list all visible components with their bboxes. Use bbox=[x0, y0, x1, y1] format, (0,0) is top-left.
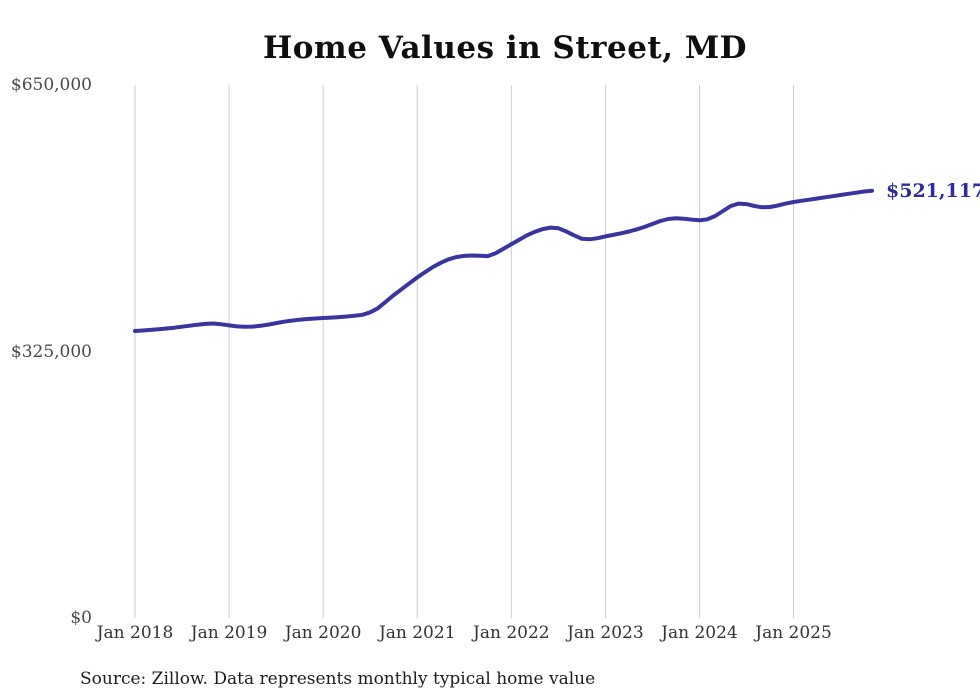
y-axis-tick-650000: $650,000 bbox=[10, 75, 92, 95]
chart-title: Home Values in Street, MD bbox=[262, 30, 748, 66]
source-attribution: Source: Zillow. Data represents monthly … bbox=[80, 669, 596, 689]
x-axis-tick-jan-2020: Jan 2020 bbox=[284, 623, 362, 643]
x-axis-tick-jan-2023: Jan 2023 bbox=[567, 623, 644, 643]
x-axis-tick-jan-2022: Jan 2022 bbox=[473, 623, 550, 643]
vertical-gridlines bbox=[134, 85, 795, 618]
x-axis-tick-jan-2018: Jan 2018 bbox=[96, 623, 174, 643]
latest-value-label: $521,117 bbox=[886, 179, 980, 202]
y-axis-tick-325000: $325,000 bbox=[10, 341, 92, 362]
y-axis-tick-0: $0 bbox=[70, 608, 92, 628]
home-value-line-series bbox=[133, 188, 874, 333]
x-axis-tick-jan-2021: Jan 2021 bbox=[378, 623, 456, 643]
x-axis-tick-jan-2024: Jan 2024 bbox=[661, 623, 738, 643]
x-axis-tick-jan-2025: Jan 2025 bbox=[755, 623, 832, 643]
x-axis-tick-jan-2019: Jan 2019 bbox=[190, 623, 268, 643]
